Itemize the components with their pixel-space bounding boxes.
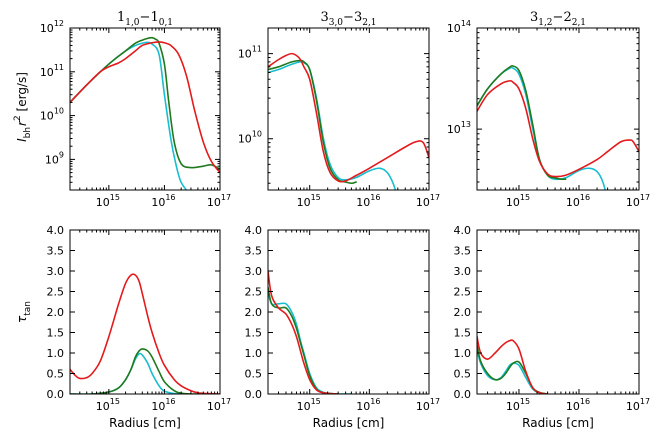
series-line-1 [70, 41, 188, 190]
x-tick-label: 1017 [207, 193, 231, 209]
series-line-3 [477, 335, 549, 394]
series-line-1 [268, 60, 397, 190]
series-group [268, 270, 353, 394]
x-tick-label: 1015 [506, 193, 530, 209]
panel-1: 1015 1016 1017 109 1010 1011 1012 11,0−10,1 [40, 10, 231, 209]
series-line-2 [477, 344, 549, 394]
y-tick-label: 4.0 [47, 224, 65, 237]
x-axis-label: Radius [cm] [522, 416, 594, 430]
y-tick-label: 1013 [447, 120, 471, 136]
y-tick-label: 1.5 [245, 327, 263, 340]
x-tick-label: 1015 [506, 397, 530, 413]
y-tick-label: 1012 [40, 19, 64, 35]
y-tick-label: 1.5 [454, 327, 472, 340]
y-tick-label: 3.0 [454, 265, 472, 278]
series-group [70, 273, 220, 394]
series-group [477, 335, 549, 394]
series-line-3 [70, 41, 220, 174]
y-tick-label: 2.0 [47, 306, 65, 319]
y-tick-label: 3.5 [47, 245, 65, 258]
panel-title: 11,0−10,1 [117, 10, 173, 28]
series-group [268, 52, 429, 190]
series-line-1 [477, 348, 549, 394]
x-axis-label: Radius [cm] [109, 416, 181, 430]
y-tick-label: 1.0 [47, 347, 65, 360]
x-axis-label: Radius [cm] [313, 416, 385, 430]
y-tick-label: 1.5 [47, 327, 65, 340]
series-line-3 [70, 273, 220, 394]
y-tick-label: 1.0 [245, 347, 263, 360]
panel-4: 1015 1016 1017 0.0 0.5 1.0 1.5 2.0 2.5 3.0 3.5 4.0 R… [47, 224, 232, 430]
y-tick-label: 4.0 [245, 224, 263, 237]
series-line-3 [268, 270, 339, 394]
plot-frame [267, 27, 430, 191]
x-tick-label: 1017 [626, 397, 650, 413]
x-tick-label: 1016 [566, 397, 590, 413]
y-tick-label: 1011 [238, 45, 262, 61]
y-tick-label: 2.5 [47, 286, 65, 299]
y-tick-label: 0.0 [454, 388, 472, 401]
series-group [70, 36, 220, 190]
y-tick-label: 0.0 [47, 388, 65, 401]
plot-frame [476, 229, 640, 395]
y-tick-label: 0.5 [47, 368, 65, 381]
y-tick-label: 3.5 [454, 245, 472, 258]
series-line-3 [268, 52, 429, 183]
y-tick-label: 0.0 [245, 388, 263, 401]
ylabel-intensity: Ibhr2 [erg/s] [13, 72, 33, 142]
panel-2: 1015 1016 1017 1010 1011 33,0−32,1 [238, 10, 440, 209]
plot-frame [476, 27, 640, 191]
y-tick-label: 4.0 [454, 224, 472, 237]
y-tick-label: 2.5 [454, 286, 472, 299]
x-tick-label: 1017 [416, 193, 440, 209]
x-tick-label: 1017 [207, 397, 231, 413]
x-tick-label: 1015 [96, 397, 120, 413]
x-tick-label: 1016 [566, 193, 590, 209]
x-tick-label: 1015 [297, 397, 321, 413]
panel-5: 1015 1016 1017 0.0 0.5 1.0 1.5 2.0 2.5 3.0 3.5 4.0 R… [245, 224, 441, 430]
x-tick-label: 1017 [626, 193, 650, 209]
y-tick-label: 0.5 [454, 368, 472, 381]
series-line-1 [70, 352, 192, 394]
series-line-2 [268, 59, 357, 185]
x-tick-label: 1017 [416, 397, 440, 413]
y-tick-label: 2.0 [245, 306, 263, 319]
series-line-2 [70, 348, 205, 394]
y-tick-label: 1.0 [454, 347, 472, 360]
series-line-3 [477, 80, 639, 178]
x-tick-label: 1016 [151, 397, 175, 413]
y-tick-label: 1011 [40, 63, 64, 79]
y-tick-label: 2.0 [454, 306, 472, 319]
series-line-2 [477, 65, 567, 181]
panel-6: 1015 1016 1017 0.0 0.5 1.0 1.5 2.0 2.5 3.0 3.5 4.0 R… [454, 224, 651, 430]
x-tick-label: 1015 [96, 193, 120, 209]
y-tick-label: 3.5 [245, 245, 263, 258]
y-tick-label: 3.0 [47, 265, 65, 278]
plot-frame [69, 229, 221, 395]
x-tick-label: 1016 [151, 193, 175, 209]
y-tick-label: 0.5 [245, 368, 263, 381]
panel-3: 1015 1016 1017 1013 1014 31,2−22,1 [447, 10, 650, 209]
series-line-2 [70, 36, 220, 170]
x-tick-label: 1015 [297, 193, 321, 209]
y-tick-label: 109 [45, 150, 64, 166]
panel-title: 31,2−22,1 [530, 10, 586, 28]
y-tick-label: 3.0 [245, 265, 263, 278]
panel-title: 33,0−32,1 [320, 10, 376, 28]
ylabel-tau: τtan [15, 301, 33, 323]
x-tick-label: 1016 [356, 193, 380, 209]
x-tick-label: 1016 [356, 397, 380, 413]
y-tick-label: 1010 [238, 130, 262, 146]
y-tick-label: 1010 [40, 107, 64, 123]
series-group [477, 65, 639, 190]
plot-frame [69, 27, 221, 191]
y-tick-label: 2.5 [245, 286, 263, 299]
y-tick-label: 1014 [447, 19, 471, 35]
